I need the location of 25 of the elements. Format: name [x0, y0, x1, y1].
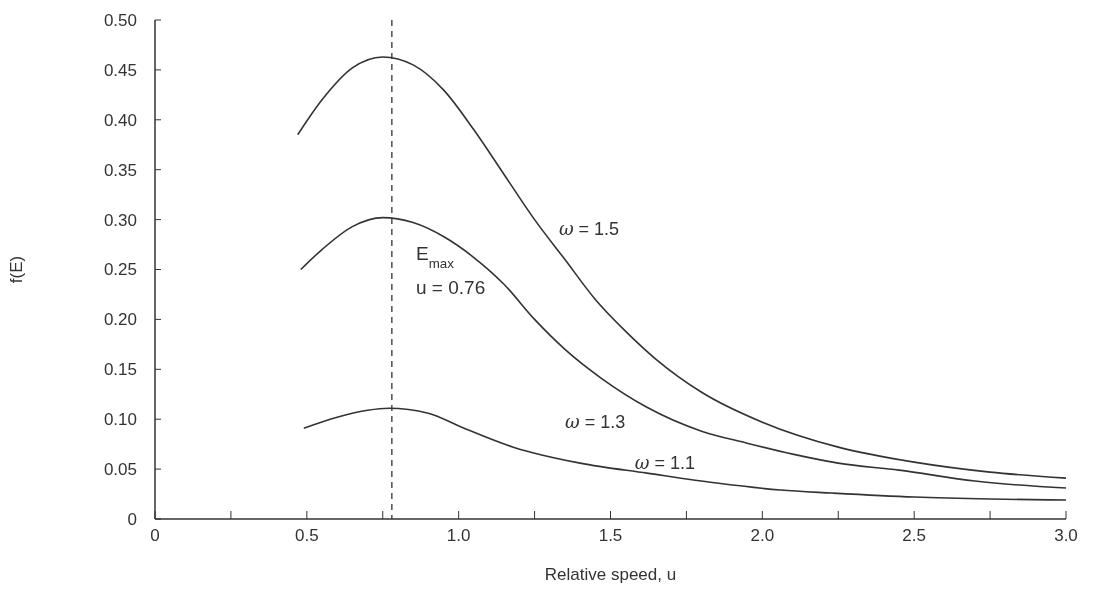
- y-tick-label: 0: [127, 509, 137, 529]
- x-tick-label: 3.0: [1054, 526, 1078, 545]
- x-tick-label: 2.0: [750, 526, 775, 545]
- y-tick-label: 0.35: [103, 160, 137, 180]
- y-tick-label: 0.30: [103, 210, 137, 230]
- annotation: E$_{max}$: [416, 243, 455, 271]
- y-tick-label: 0.05: [103, 460, 137, 480]
- series-label: ω = 1.3: [564, 411, 626, 433]
- y-axis-title: f(E): [7, 255, 26, 284]
- x-tick-label: 1.0: [446, 526, 471, 545]
- x-tick-label: 0.5: [295, 526, 319, 545]
- series-label: ω = 1.1: [634, 452, 696, 474]
- y-tick-label: 0.45: [103, 60, 137, 80]
- series-label: ω = 1.5: [558, 217, 620, 239]
- y-tick-label: 0.10: [103, 410, 137, 430]
- y-tick-label: 0.40: [103, 110, 137, 130]
- annotation: u = 0.76: [416, 277, 486, 298]
- x-tick-label: 0: [150, 526, 160, 545]
- y-tick-label: 0.20: [103, 310, 137, 330]
- x-tick-label: 1.5: [598, 526, 623, 545]
- y-tick-label: 0.15: [103, 360, 137, 380]
- y-tick-label: 0.50: [103, 10, 137, 30]
- x-axis-title: Relative speed, u: [544, 565, 677, 584]
- y-tick-label: 0.25: [103, 260, 137, 280]
- x-tick-label: 2.5: [902, 526, 926, 545]
